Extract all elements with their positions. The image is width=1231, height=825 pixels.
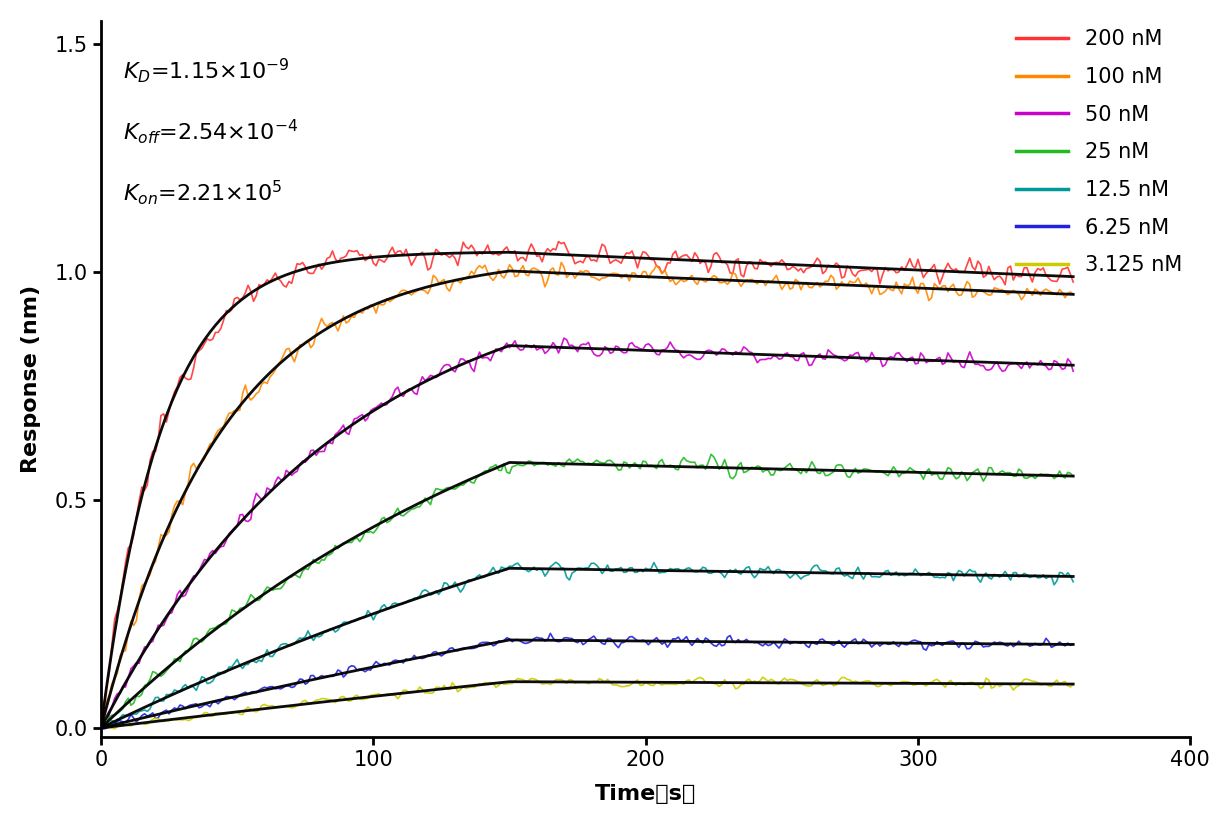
Legend: 200 nM, 100 nM, 50 nM, 25 nM, 12.5 nM, 6.25 nM, 3.125 nM: 200 nM, 100 nM, 50 nM, 25 nM, 12.5 nM, 6… — [1008, 21, 1190, 284]
Y-axis label: Response (nm): Response (nm) — [21, 285, 41, 473]
X-axis label: Time（s）: Time（s） — [595, 785, 697, 804]
Text: $K_{D}$=1.15×10$^{-9}$: $K_{D}$=1.15×10$^{-9}$ — [123, 57, 289, 86]
Text: $K_{off}$=2.54×10$^{-4}$: $K_{off}$=2.54×10$^{-4}$ — [123, 117, 298, 146]
Text: $K_{on}$=2.21×10$^{5}$: $K_{on}$=2.21×10$^{5}$ — [123, 178, 282, 207]
